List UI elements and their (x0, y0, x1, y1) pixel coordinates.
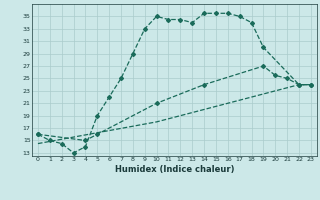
X-axis label: Humidex (Indice chaleur): Humidex (Indice chaleur) (115, 165, 234, 174)
